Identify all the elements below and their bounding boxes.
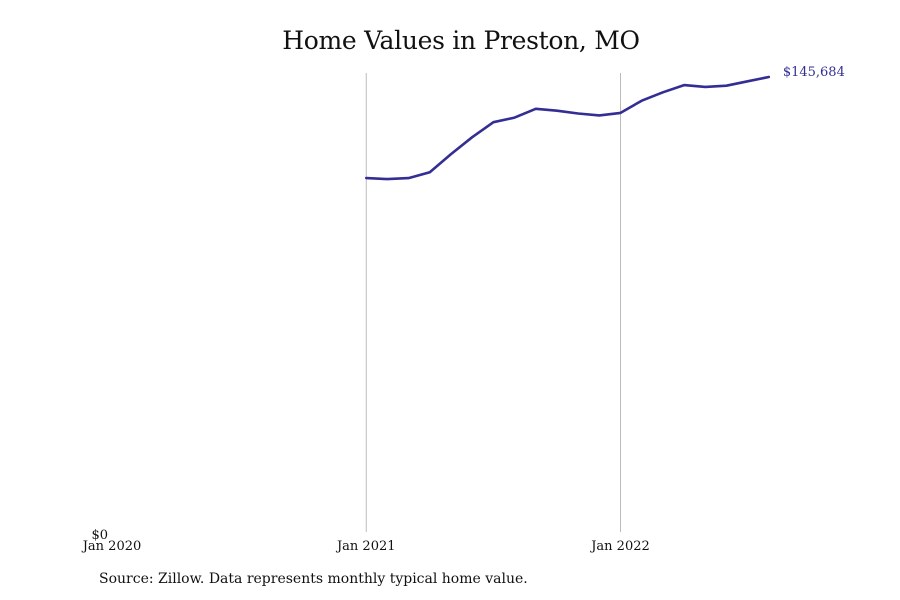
x-tick-label: Jan 2021	[335, 539, 396, 554]
end-value-label: $145,684	[783, 65, 845, 80]
series-line	[365, 75, 771, 181]
gridlines	[365, 73, 621, 532]
chart-title: Home Values in Preston, MO	[282, 26, 640, 55]
x-tick-label: Jan 2022	[589, 539, 650, 554]
y-tick-label: $0	[91, 528, 108, 543]
x-tick-label: Jan 2020	[81, 539, 142, 554]
labels-layer: Jan 2020 Jan 2021 Jan 2022 $0 $145,684	[81, 65, 845, 554]
series-layer	[365, 75, 771, 181]
source-note: Source: Zillow. Data represents monthly …	[99, 571, 528, 587]
